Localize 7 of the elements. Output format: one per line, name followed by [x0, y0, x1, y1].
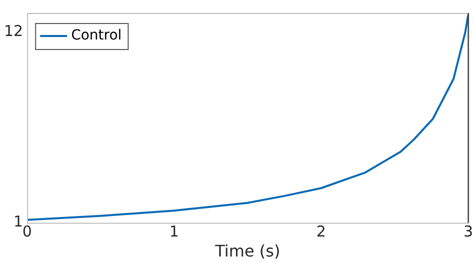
y-tick-label: 12 — [4, 22, 24, 40]
x-tick-label: 1 — [169, 222, 179, 241]
x-tick-label: 0 — [22, 222, 32, 241]
x-tick-label: 2 — [316, 222, 326, 241]
x-tick-label: 3 — [463, 222, 473, 241]
x-axis-title: Time (s) — [214, 242, 280, 261]
legend-label: Control — [71, 28, 122, 44]
